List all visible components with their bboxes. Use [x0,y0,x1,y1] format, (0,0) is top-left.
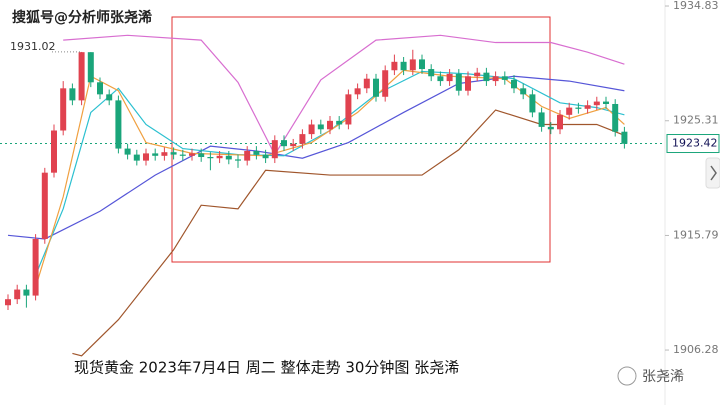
y-tick-label: 1934.83 [673,0,719,12]
candle-body [511,79,517,89]
candle-body [538,112,545,127]
candle-body [216,155,223,159]
candle-body [170,152,177,155]
scroll-button[interactable] [705,157,720,189]
candle-body [14,289,21,300]
candle-body [492,76,499,82]
candle-body [290,143,297,147]
candle-body [97,82,103,95]
candle-body [308,124,315,135]
indicator-line [35,69,625,288]
candle-body [391,61,398,71]
candle-body [621,131,628,144]
candle-body [474,72,481,77]
candle-body [106,94,113,101]
y-tick-label: 1925.31 [673,114,719,127]
candle-body [244,150,251,161]
high-label: 1931.02 [10,40,56,53]
candle-body [336,120,343,125]
candle-body [529,94,536,113]
indicator-line [63,34,625,156]
logo-icon [617,366,637,386]
candle-body [189,153,195,156]
last-price-box [666,134,720,154]
watermark: 搜狐号@分析师张尧浠 [12,9,152,26]
candle-body [69,88,76,101]
candle-body [143,153,149,161]
candle-body [299,134,306,144]
indicator-line [72,109,625,357]
indicator-line [35,70,625,276]
candle-body [428,69,435,77]
candle-body [612,103,619,132]
candle-body [584,105,591,109]
candle-body [575,107,582,109]
candle-body [354,88,361,95]
candle-body [271,140,278,159]
candle-body [373,78,379,97]
candle-body [566,107,573,115]
highlight-box [171,16,551,263]
candle-body [225,155,232,160]
candle-body [483,72,490,82]
candle-body [5,299,11,306]
candle-body [262,154,269,159]
candle-body [409,59,416,71]
candle-body [78,52,85,101]
last-price-label: 1923.42 [672,137,718,150]
candle-body [557,114,563,130]
candle-body [400,61,407,71]
candle-body [603,101,609,104]
candle-body [501,76,508,80]
candle-body [363,78,370,89]
candle-body [23,289,30,296]
candle-body [446,73,453,82]
candle-body [152,153,159,156]
candle-body [419,59,425,70]
candle-body [317,124,324,130]
candle-body [593,101,600,106]
candle-body [32,238,39,296]
candle-body [281,140,287,147]
candle-body [382,70,389,97]
candle-body [161,152,168,156]
candle-body [437,76,444,82]
candle-body [51,130,57,173]
candle-body [115,100,122,149]
candle-body [253,150,260,155]
candle-body [60,88,67,131]
candle-body [465,76,471,91]
candle-body [235,159,241,161]
candle-body [87,52,94,83]
candle-body [198,153,205,158]
candle-body [124,148,131,155]
candle-body [520,88,527,95]
candle-body [41,172,48,239]
candle-body [207,157,214,159]
arrow-icon [710,165,717,181]
y-tick-label: 1915.79 [673,228,719,241]
candle-body [133,154,140,161]
logo-text: 张尧浠 [642,369,684,385]
candle-body [327,120,333,130]
candle-body [455,73,462,91]
candle-body [547,126,554,130]
candle-body [179,154,186,156]
y-tick-label: 1906.28 [673,343,719,356]
candle-body [345,94,352,125]
caption: 现货黄金 2023年7月4日 周二 整体走势 30分钟图 张尧浠 [74,359,459,377]
